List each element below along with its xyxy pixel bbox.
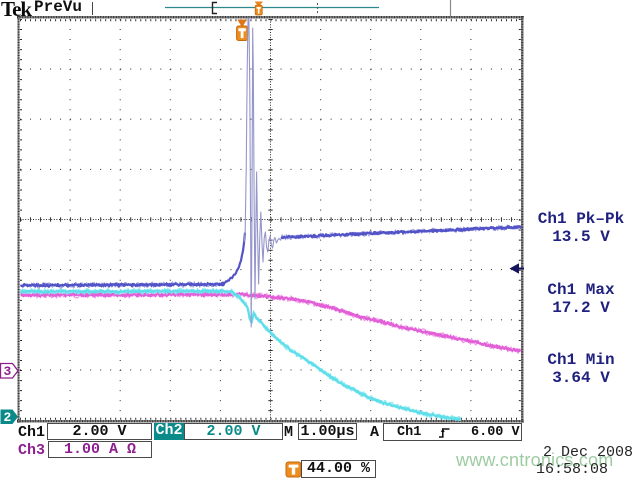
svg-text:2: 2 [4,410,12,425]
svg-text:3: 3 [4,364,12,379]
